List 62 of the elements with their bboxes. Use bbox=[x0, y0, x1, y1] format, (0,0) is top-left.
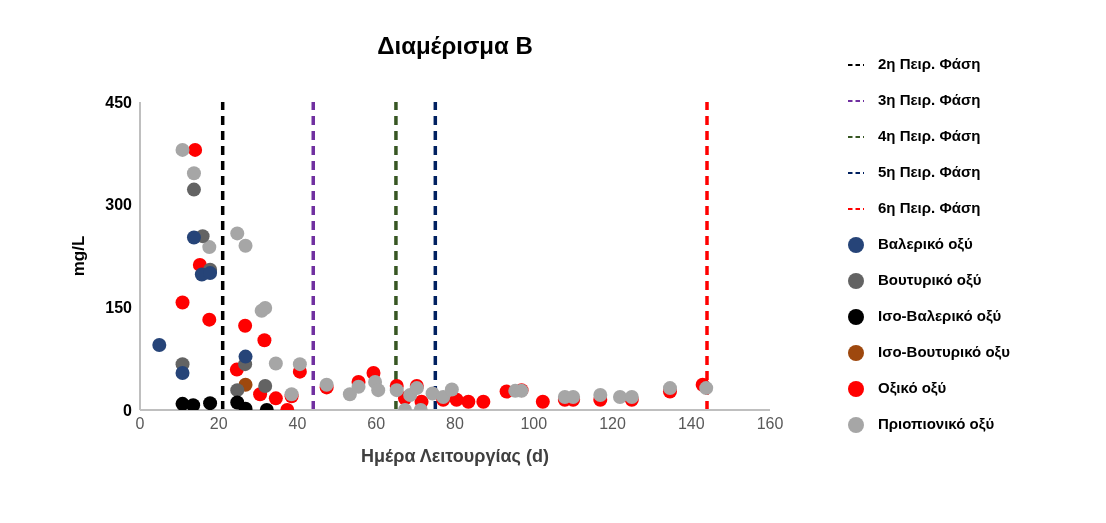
point bbox=[175, 366, 190, 381]
point bbox=[371, 383, 386, 398]
point bbox=[268, 356, 283, 371]
point bbox=[389, 383, 404, 398]
point bbox=[186, 166, 201, 181]
legend-label: Βουτυρικό οξύ bbox=[878, 271, 982, 288]
point bbox=[292, 357, 307, 372]
x-tick-label: 20 bbox=[209, 415, 228, 433]
legend-label: 4η Πειρ. Φάση bbox=[878, 127, 981, 144]
legend-label: Βαλερικό οξύ bbox=[878, 235, 973, 252]
point bbox=[152, 337, 167, 352]
point bbox=[238, 318, 253, 333]
point bbox=[258, 301, 273, 316]
point bbox=[202, 312, 217, 327]
legend-label: 5η Πειρ. Φάση bbox=[878, 163, 981, 180]
point bbox=[203, 266, 218, 281]
legend-label: Ισο-Βουτυρικό οξυ bbox=[878, 343, 1010, 360]
point bbox=[258, 379, 273, 394]
point bbox=[175, 295, 190, 310]
point bbox=[238, 349, 253, 364]
legend-label: 2η Πειρ. Φάση bbox=[878, 55, 981, 72]
point bbox=[188, 142, 203, 157]
point bbox=[342, 387, 357, 402]
y-axis-title: mg/L bbox=[69, 235, 89, 277]
point bbox=[238, 238, 253, 253]
x-tick-label: 40 bbox=[288, 415, 307, 433]
point bbox=[535, 394, 550, 409]
point bbox=[203, 396, 218, 410]
x-tick-label: 0 bbox=[135, 415, 145, 433]
point bbox=[612, 390, 627, 404]
point bbox=[230, 226, 245, 241]
point bbox=[476, 394, 491, 409]
point bbox=[593, 387, 608, 402]
y-tick-label: 0 bbox=[123, 401, 133, 419]
point bbox=[461, 394, 476, 409]
x-tick-label: 120 bbox=[599, 415, 626, 433]
point bbox=[175, 142, 190, 157]
legend-label: 6η Πειρ. Φάση bbox=[878, 199, 981, 216]
x-tick-label: 140 bbox=[677, 415, 705, 433]
point bbox=[186, 398, 201, 410]
point bbox=[268, 391, 283, 406]
chart-title: Διαμέρισμα Β bbox=[376, 32, 534, 60]
point bbox=[257, 333, 272, 348]
y-tick-label: 450 bbox=[105, 93, 133, 111]
point bbox=[186, 182, 201, 197]
point bbox=[699, 381, 714, 396]
legend-label: 3η Πειρ. Φάση bbox=[878, 91, 981, 108]
point bbox=[444, 382, 459, 397]
x-tick-label: 160 bbox=[756, 415, 784, 433]
point bbox=[351, 379, 366, 394]
y-tick-label: 150 bbox=[105, 299, 133, 317]
x-tick-label: 80 bbox=[446, 415, 464, 433]
point bbox=[230, 383, 245, 398]
point bbox=[186, 230, 201, 245]
point bbox=[202, 240, 217, 255]
legend-label: Ισο-Βαλερικό οξύ bbox=[878, 307, 1002, 324]
legend-label: Οξικό οξύ bbox=[878, 379, 947, 396]
legend-label: Πριοπιονικό οξύ bbox=[878, 415, 995, 432]
y-tick-label: 300 bbox=[105, 196, 133, 214]
x-tick-label: 100 bbox=[520, 415, 548, 433]
x-tick-label: 60 bbox=[367, 415, 386, 433]
x-axis-title: Ημέρα Λειτουργίας (d) bbox=[361, 446, 549, 466]
